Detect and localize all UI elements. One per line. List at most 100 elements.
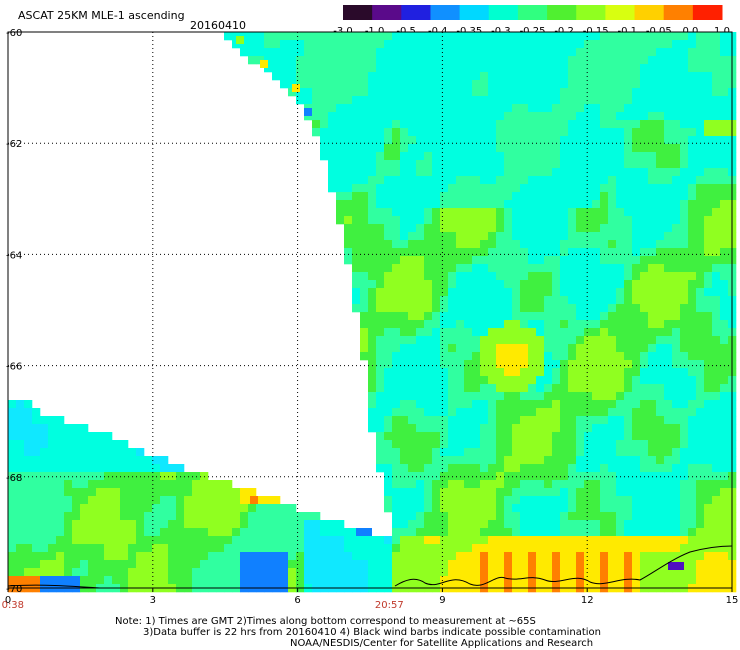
data-cell [680, 192, 689, 201]
data-cell [560, 408, 569, 417]
data-cell [600, 528, 609, 537]
data-cell [368, 384, 377, 393]
data-cell [424, 112, 433, 121]
data-cell [528, 168, 537, 177]
data-cell [568, 336, 577, 345]
data-cell [440, 520, 449, 529]
data-cell [424, 256, 433, 265]
data-cell [456, 512, 465, 521]
data-cell [568, 256, 577, 265]
data-cell [472, 96, 481, 105]
data-cell [496, 408, 505, 417]
data-cell [696, 368, 705, 377]
data-cell [104, 560, 113, 569]
data-cell [576, 384, 585, 393]
data-cell [8, 472, 17, 481]
data-cell [352, 544, 361, 553]
data-cell [392, 552, 401, 561]
data-cell [392, 96, 401, 105]
data-cell [80, 560, 89, 569]
data-cell [48, 440, 57, 449]
data-cell [680, 576, 689, 585]
time-labels: 0:38 20:57 [2, 600, 404, 610]
data-cell [320, 40, 329, 49]
data-cell [248, 560, 257, 569]
data-cell [528, 528, 537, 537]
data-cell [568, 144, 577, 153]
data-cell [320, 72, 329, 81]
data-cell [512, 528, 521, 537]
data-cell [400, 32, 409, 41]
data-cell [528, 120, 537, 129]
data-cell [408, 368, 417, 377]
data-cell [392, 488, 401, 497]
data-cell [392, 248, 401, 257]
data-cell [360, 72, 369, 81]
data-cell [528, 352, 537, 361]
data-cell [480, 32, 489, 41]
data-cell [416, 312, 425, 321]
data-cell [512, 104, 521, 113]
data-cell [64, 448, 73, 457]
data-cell [400, 456, 409, 465]
data-cell [144, 472, 153, 481]
data-cell [544, 176, 553, 185]
data-cell [600, 432, 609, 441]
data-cell [472, 72, 481, 81]
data-cell [344, 528, 353, 537]
data-cell [712, 208, 721, 217]
data-cell [448, 128, 457, 137]
data-cell [560, 544, 569, 553]
data-cell [544, 120, 553, 129]
data-cell [344, 80, 353, 89]
data-cell [488, 32, 497, 41]
data-cell [592, 216, 601, 225]
data-cell [16, 456, 25, 465]
data-cell [432, 64, 441, 73]
data-cell [448, 368, 457, 377]
data-cell [616, 32, 625, 41]
data-cell [696, 88, 705, 97]
data-cell [528, 216, 537, 225]
data-cell [632, 128, 641, 137]
data-cell [440, 448, 449, 457]
data-cell [672, 56, 681, 65]
data-cell [536, 40, 545, 49]
data-cell [704, 392, 713, 401]
data-cell [704, 232, 713, 241]
data-cell [648, 552, 657, 561]
data-cell [560, 320, 569, 329]
data-cell [360, 80, 369, 89]
data-cell [552, 176, 561, 185]
data-cell [192, 472, 201, 481]
data-cell [640, 368, 649, 377]
data-cell [560, 472, 569, 481]
data-cell [552, 232, 561, 241]
data-cell [600, 320, 609, 329]
data-cell [464, 280, 473, 289]
data-cell [696, 216, 705, 225]
data-cell [712, 432, 721, 441]
data-cell [344, 88, 353, 97]
data-cell [440, 496, 449, 505]
data-cell [656, 488, 665, 497]
data-cell [544, 384, 553, 393]
data-cell [432, 184, 441, 193]
data-cell [312, 520, 321, 529]
data-cell [440, 160, 449, 169]
data-cell [424, 272, 433, 281]
data-cell [72, 496, 81, 505]
data-cell [400, 56, 409, 65]
data-cell [656, 80, 665, 89]
data-cell [416, 152, 425, 161]
data-cell [704, 568, 713, 577]
data-cell [384, 408, 393, 417]
data-cell [520, 320, 529, 329]
data-cell [296, 512, 305, 521]
data-cell [624, 456, 633, 465]
data-cell [648, 496, 657, 505]
data-cell [656, 552, 665, 561]
data-cell [432, 384, 441, 393]
data-cell [512, 272, 521, 281]
data-cell [624, 80, 633, 89]
